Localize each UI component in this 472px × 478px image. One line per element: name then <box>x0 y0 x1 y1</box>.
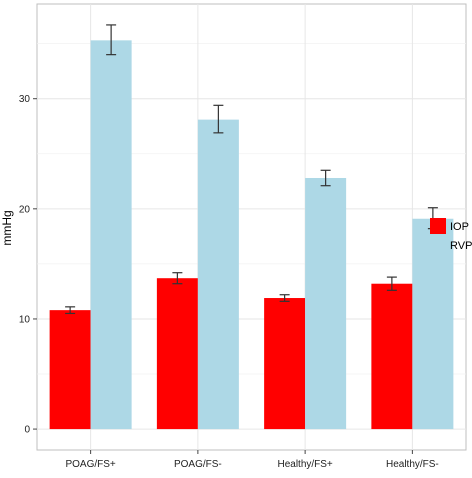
bar-iop-3 <box>264 298 306 430</box>
x-tick-label: Healthy/FS- <box>386 459 439 470</box>
axes: 0 10 20 30 POAG/FS+ POAG/FS- Healthy/FS+ Health… <box>19 94 439 470</box>
bar-rvp-4 <box>412 218 454 430</box>
y-axis-title: mmHg <box>0 210 14 245</box>
legend: IOP RVP <box>430 218 472 253</box>
bar-rvp-2 <box>197 119 239 430</box>
y-tick-label: 20 <box>19 204 31 215</box>
bar-rvp-1 <box>90 40 132 430</box>
bar-iop-1 <box>49 310 91 430</box>
x-tick-label: Healthy/FS+ <box>277 459 332 470</box>
y-tick-label: 0 <box>24 425 30 436</box>
legend-label-iop: IOP <box>450 221 469 233</box>
y-tick-label: 10 <box>19 314 31 325</box>
x-tick-label: POAG/FS+ <box>65 459 115 470</box>
bar-iop-2 <box>156 278 198 430</box>
y-tick-label: 30 <box>19 94 31 105</box>
bars <box>49 40 454 430</box>
bar-iop-4 <box>371 283 413 430</box>
legend-key-iop <box>430 218 446 234</box>
legend-key-rvp <box>430 237 446 253</box>
legend-label-rvp: RVP <box>450 240 472 252</box>
x-tick-label: POAG/FS- <box>174 459 222 470</box>
error-bars <box>65 24 438 315</box>
bar-rvp-3 <box>305 177 347 430</box>
